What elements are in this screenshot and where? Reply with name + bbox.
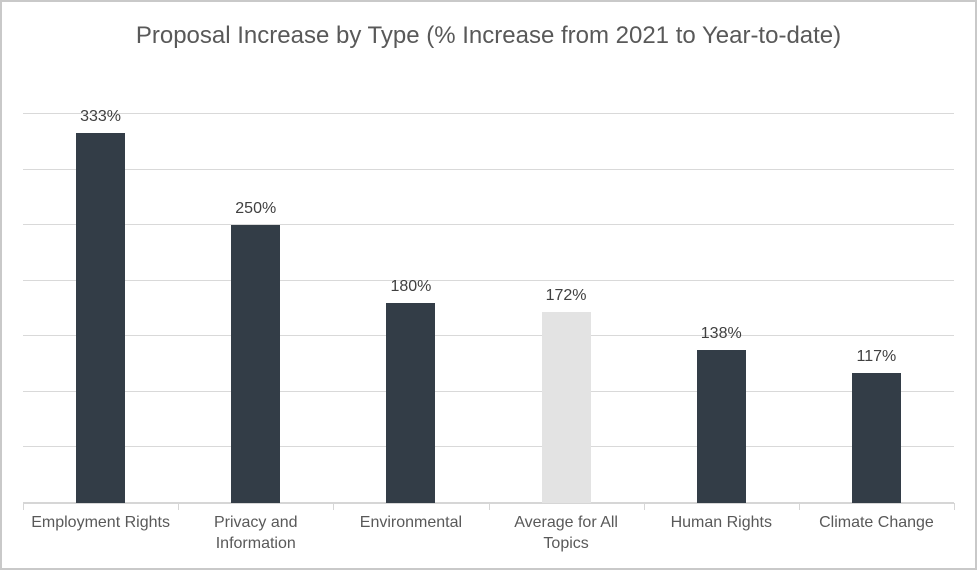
bar-value-label: 117%	[856, 347, 897, 365]
category-label: Privacy and Information	[213, 514, 298, 552]
axis-tick	[799, 503, 800, 510]
gridline	[23, 390, 954, 392]
axis-tick	[644, 503, 645, 510]
bar-value-label: 138%	[700, 324, 742, 342]
gridline	[23, 224, 954, 226]
x-axis-labels: Employment Rights Privacy and Information…	[23, 512, 954, 554]
gridline	[23, 335, 954, 337]
bar	[231, 225, 281, 503]
bar-value-label: 333%	[80, 107, 122, 125]
category-label: Average for All Topics	[514, 514, 618, 552]
category-label: Employment Rights	[31, 514, 170, 531]
bar-value-label: 172%	[545, 286, 587, 304]
gridline	[23, 279, 954, 281]
bar	[541, 311, 591, 503]
bar	[696, 349, 746, 503]
bar	[851, 372, 901, 503]
chart-title: Proposal Increase by Type (% Increase fr…	[135, 22, 842, 49]
plot-area: 333% 250% 180% 172% 138% 117%	[23, 108, 955, 510]
bar-value-label: 180%	[390, 277, 432, 295]
gridline	[23, 168, 954, 170]
axis-tick	[23, 503, 24, 510]
category-label: Environmental	[359, 514, 463, 531]
bar	[76, 132, 126, 503]
gridline	[23, 446, 954, 448]
axis-tick	[489, 503, 490, 510]
axis-tick	[178, 503, 179, 510]
axis-tick	[333, 503, 334, 510]
category-label: Climate Change	[819, 514, 934, 531]
bar-value-label: 250%	[235, 200, 277, 218]
axis-tick	[954, 503, 955, 510]
bar	[386, 302, 436, 503]
category-label: Human Rights	[670, 514, 772, 531]
gridline	[23, 113, 954, 114]
x-axis-line	[23, 502, 954, 504]
